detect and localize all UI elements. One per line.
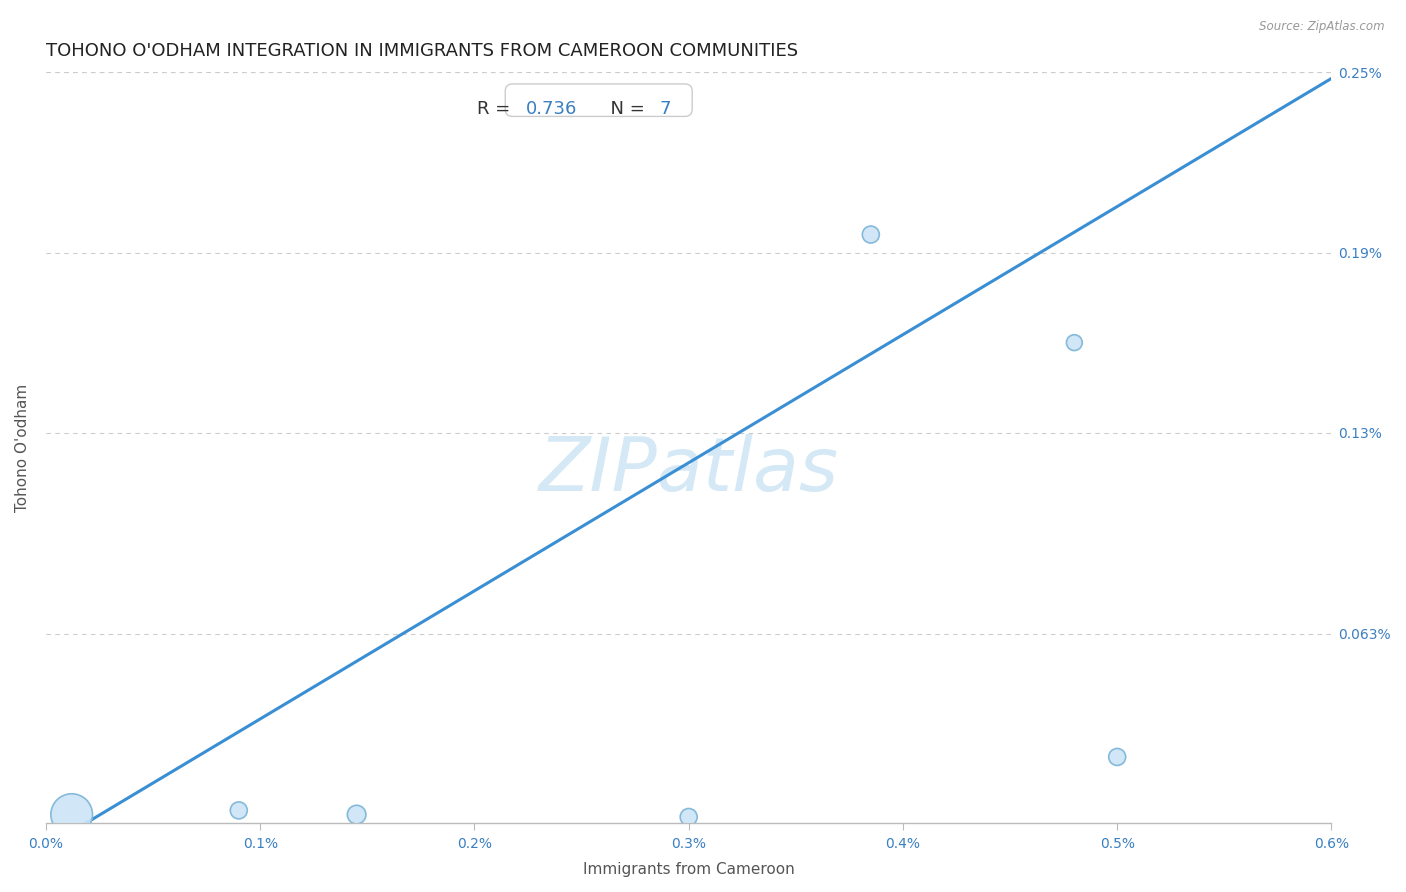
X-axis label: Immigrants from Cameroon: Immigrants from Cameroon — [583, 862, 794, 877]
Point — [1107, 750, 1129, 764]
Text: 7: 7 — [659, 100, 671, 119]
Point — [60, 807, 83, 822]
Text: N =: N = — [599, 100, 650, 119]
Text: 0.736: 0.736 — [526, 100, 576, 119]
Text: R =: R = — [477, 100, 516, 119]
Point — [859, 227, 882, 242]
Y-axis label: Tohono O'odham: Tohono O'odham — [15, 384, 30, 512]
Point — [228, 804, 250, 818]
Text: ZIPatlas: ZIPatlas — [538, 434, 839, 507]
Point — [346, 807, 368, 822]
Text: Source: ZipAtlas.com: Source: ZipAtlas.com — [1260, 20, 1385, 33]
Point — [1063, 335, 1085, 350]
Point — [678, 810, 700, 824]
Text: TOHONO O'ODHAM INTEGRATION IN IMMIGRANTS FROM CAMEROON COMMUNITIES: TOHONO O'ODHAM INTEGRATION IN IMMIGRANTS… — [46, 42, 799, 60]
